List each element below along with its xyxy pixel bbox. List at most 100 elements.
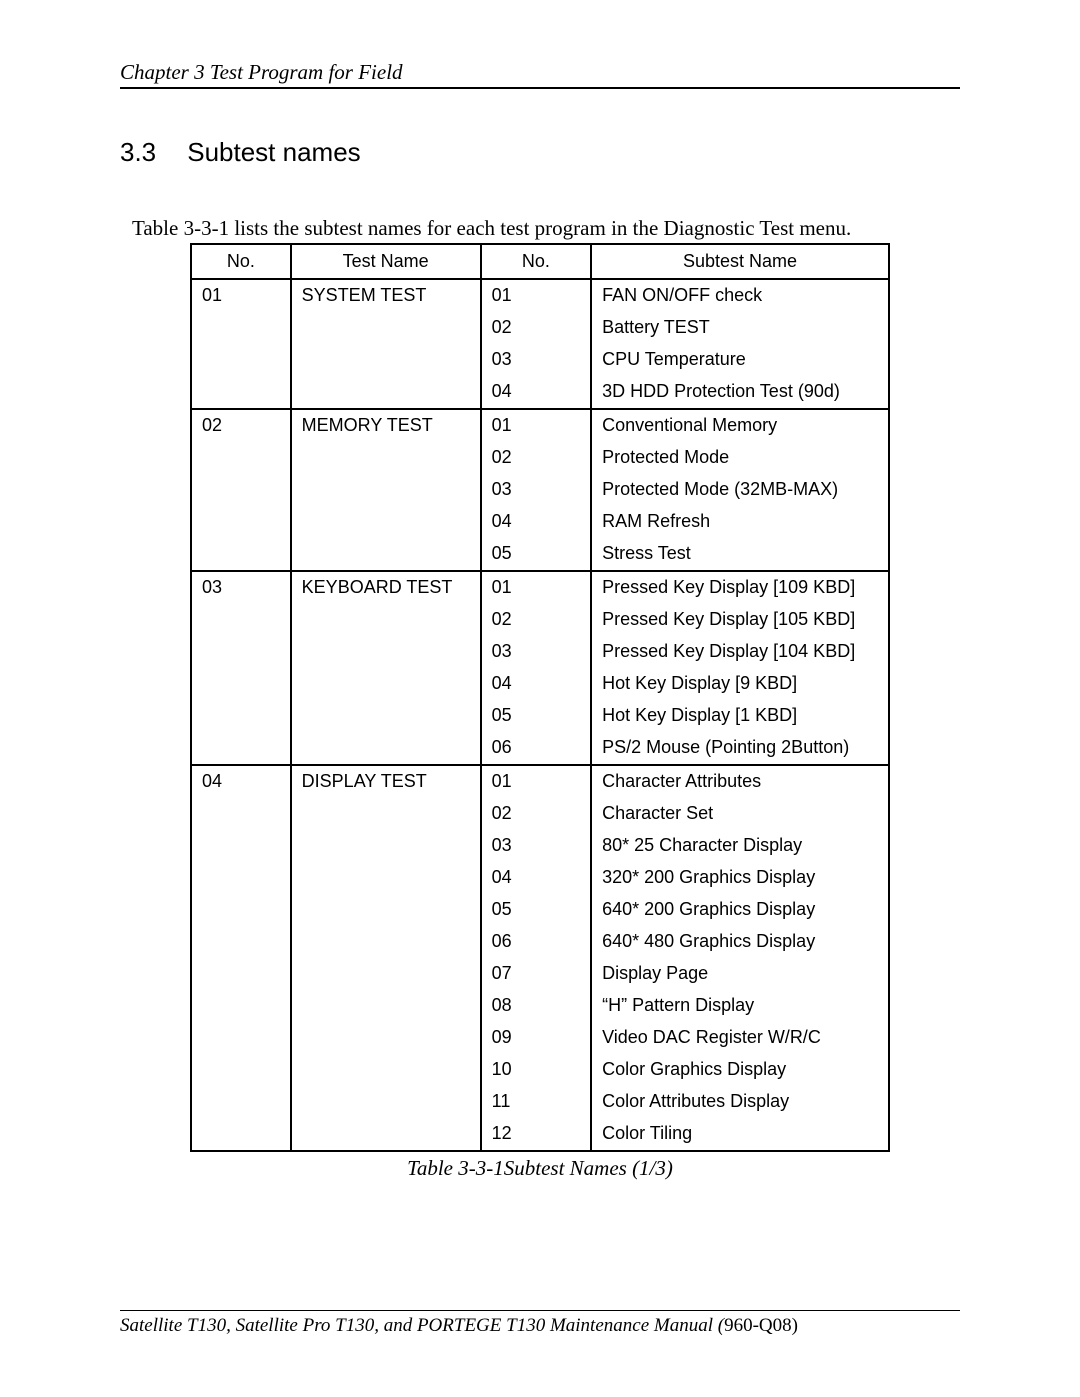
cell-test-name [291,474,481,506]
cell-test-no [191,958,291,990]
cell-subtest-name: 3D HDD Protection Test (90d) [591,376,889,409]
table-body: 01SYSTEM TEST01FAN ON/OFF check02Battery… [191,279,889,1151]
page: Chapter 3 Test Program for Field 3.3 Sub… [0,0,1080,1397]
cell-test-no [191,1118,291,1151]
cell-test-name: SYSTEM TEST [291,279,481,312]
table-row: 03Protected Mode (32MB-MAX) [191,474,889,506]
cell-subtest-no: 09 [481,1022,591,1054]
table-row: 04320* 200 Graphics Display [191,862,889,894]
cell-test-name [291,1022,481,1054]
table-row: 06PS/2 Mouse (Pointing 2Button) [191,732,889,765]
cell-test-no [191,668,291,700]
cell-subtest-name: Hot Key Display [9 KBD] [591,668,889,700]
cell-subtest-no: 04 [481,668,591,700]
table-row: 12Color Tiling [191,1118,889,1151]
cell-test-no [191,862,291,894]
cell-test-name [291,830,481,862]
cell-subtest-no: 06 [481,926,591,958]
cell-subtest-no: 02 [481,798,591,830]
cell-subtest-name: Pressed Key Display [104 KBD] [591,636,889,668]
table-row: 02MEMORY TEST01Conventional Memory [191,409,889,442]
cell-test-name [291,344,481,376]
cell-subtest-no: 02 [481,442,591,474]
cell-subtest-name: Character Attributes [591,765,889,798]
cell-subtest-name: Hot Key Display [1 KBD] [591,700,889,732]
cell-test-no [191,798,291,830]
cell-subtest-name: 640* 480 Graphics Display [591,926,889,958]
cell-test-name [291,636,481,668]
section-number: 3.3 [120,137,180,168]
cell-subtest-name: CPU Temperature [591,344,889,376]
cell-test-name [291,862,481,894]
cell-test-name [291,1118,481,1151]
cell-test-name [291,798,481,830]
table-row: 01SYSTEM TEST01FAN ON/OFF check [191,279,889,312]
cell-test-name [291,732,481,765]
cell-subtest-name: Color Tiling [591,1118,889,1151]
cell-test-no: 03 [191,571,291,604]
cell-test-no [191,990,291,1022]
table-row: 08“H” Pattern Display [191,990,889,1022]
cell-test-name [291,990,481,1022]
table-row: 03KEYBOARD TEST01Pressed Key Display [10… [191,571,889,604]
table-row: 03CPU Temperature [191,344,889,376]
cell-test-name [291,312,481,344]
cell-subtest-no: 01 [481,279,591,312]
cell-subtest-name: Protected Mode [591,442,889,474]
table-row: 02Pressed Key Display [105 KBD] [191,604,889,636]
table-row: 02Battery TEST [191,312,889,344]
cell-test-no [191,732,291,765]
table-header-row: No. Test Name No. Subtest Name [191,244,889,279]
table-row: 05Hot Key Display [1 KBD] [191,700,889,732]
cell-subtest-name: FAN ON/OFF check [591,279,889,312]
col-header-test-name: Test Name [291,244,481,279]
cell-subtest-no: 01 [481,409,591,442]
table-row: 0380* 25 Character Display [191,830,889,862]
cell-test-name: KEYBOARD TEST [291,571,481,604]
cell-subtest-name: Stress Test [591,538,889,571]
cell-test-no [191,700,291,732]
cell-subtest-name: Pressed Key Display [109 KBD] [591,571,889,604]
cell-test-name [291,1054,481,1086]
col-header-no1: No. [191,244,291,279]
cell-test-name [291,376,481,409]
cell-test-no [191,926,291,958]
cell-test-no [191,604,291,636]
cell-subtest-name: Battery TEST [591,312,889,344]
cell-subtest-name: 80* 25 Character Display [591,830,889,862]
cell-subtest-name: 640* 200 Graphics Display [591,894,889,926]
cell-test-no: 04 [191,765,291,798]
cell-subtest-no: 05 [481,894,591,926]
table-row: 04RAM Refresh [191,506,889,538]
cell-subtest-no: 05 [481,538,591,571]
cell-subtest-name: Display Page [591,958,889,990]
cell-subtest-no: 11 [481,1086,591,1118]
cell-subtest-name: Pressed Key Display [105 KBD] [591,604,889,636]
cell-test-name [291,538,481,571]
cell-test-no [191,506,291,538]
cell-subtest-no: 03 [481,830,591,862]
cell-subtest-no: 04 [481,376,591,409]
table-row: 043D HDD Protection Test (90d) [191,376,889,409]
table-row: 11Color Attributes Display [191,1086,889,1118]
cell-test-no: 01 [191,279,291,312]
cell-subtest-no: 04 [481,506,591,538]
cell-test-no: 02 [191,409,291,442]
table-row: 07Display Page [191,958,889,990]
cell-subtest-no: 03 [481,636,591,668]
cell-subtest-no: 01 [481,571,591,604]
table-row: 03Pressed Key Display [104 KBD] [191,636,889,668]
footer-plain-text: 960-Q08) [724,1315,798,1336]
cell-test-no [191,636,291,668]
cell-subtest-name: RAM Refresh [591,506,889,538]
cell-test-name: DISPLAY TEST [291,765,481,798]
table-caption: Table 3-3-1Subtest Names (1/3) [120,1156,960,1181]
cell-subtest-name: Character Set [591,798,889,830]
cell-subtest-no: 02 [481,312,591,344]
section-title-text: Subtest names [187,137,360,167]
cell-subtest-no: 07 [481,958,591,990]
table-row: 04Hot Key Display [9 KBD] [191,668,889,700]
cell-subtest-name: Color Graphics Display [591,1054,889,1086]
cell-test-name [291,668,481,700]
intro-text: Table 3-3-1 lists the subtest names for … [132,216,960,241]
